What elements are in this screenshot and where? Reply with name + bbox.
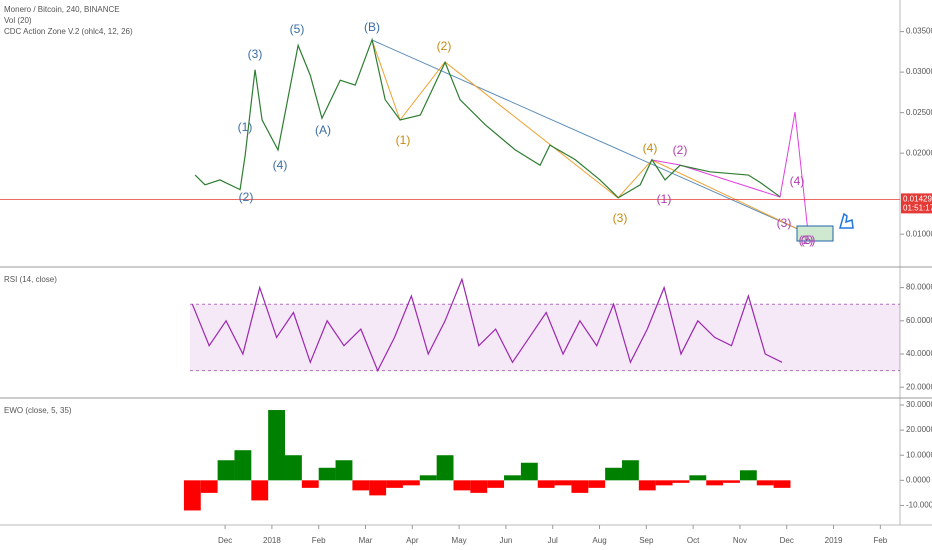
wave-label: (4) [790,174,805,188]
y-tick-label: 20.0000 [906,425,932,434]
y-tick-label: 80.0000 [906,283,932,292]
ewo-bar [638,480,656,491]
ewo-bar [723,480,740,483]
y-tick-label: 10.0000 [906,450,932,459]
wave-label: (4) [273,158,288,172]
y-tick-label: 60.0000 [906,316,932,325]
y-tick-label: 0.010000 [906,229,932,238]
ewo-bar [706,480,724,486]
ewo-bar [504,475,521,481]
ewo-bar [773,480,791,488]
ewo-bar [571,480,589,493]
ewo-bar [419,475,437,481]
x-tick-label: 2018 [263,536,281,545]
ewo-bar [672,480,690,483]
wave-label: (2) [799,233,814,247]
ewo-bar [453,480,471,491]
ewo-bar [200,480,218,493]
wave-label: (4) [643,141,658,155]
wave-label: (1) [238,120,253,134]
x-tick-label: 2019 [825,536,843,545]
ewo-bar [554,480,572,486]
wave-label: (A) [315,123,331,137]
ewo-bar [251,480,269,501]
y-tick-label: 0.035000 [906,27,932,36]
trend-line [371,39,801,231]
indicator-label: CDC Action Zone V.2 (ohlc4, 12, 26) [4,27,133,36]
ewo-bar [234,450,252,481]
ewo-bar [655,480,673,486]
ewo-bar [285,455,302,481]
ewo-bar [217,460,235,481]
ewo-bar [436,455,454,481]
wave-label: (B) [364,20,380,34]
x-tick-label: Dec [780,536,794,545]
ewo-bar [605,467,622,481]
y-tick-label: 20.0000 [906,382,932,391]
ewo-bar [588,480,606,488]
wave-label: (5) [290,22,305,36]
y-tick-label: 0.0000 [906,475,931,484]
ewo-bar [386,480,403,488]
x-tick-label: Sep [639,536,654,545]
countdown-label: 01:51:17 [903,204,932,213]
last-price-label: 0.014295 [903,195,932,204]
ewo-bar [621,460,639,481]
wave-label: (2) [437,39,452,53]
wave-label: (3) [613,211,628,225]
wave-label: (3) [248,47,263,61]
last-price-box [901,193,932,214]
indicator-label: RSI (14, close) [4,275,57,284]
hand-icon [839,212,854,229]
ewo-bar [689,475,707,481]
symbol-title: Monero / Bitcoin, 240, BINANCE [4,5,120,14]
ewo-bar [318,467,336,481]
ewo-bar [352,480,370,491]
ewo-bar [739,470,757,481]
x-tick-label: Jul [548,536,558,545]
ewo-bar [470,480,488,493]
x-tick-label: Nov [733,536,747,545]
price-line [194,37,781,199]
x-tick-label: Feb [873,536,887,545]
ewo-bar [487,480,505,488]
wave-label: (3) [777,216,792,230]
ewo-bar [335,460,353,481]
wave-label: (5) [801,233,816,247]
y-tick-label: 40.0000 [906,349,932,358]
y-tick-label: 0.025000 [906,108,932,117]
x-tick-label: Dec [218,536,232,545]
wave-label: (1) [396,133,411,147]
x-tick-label: Aug [592,536,606,545]
wave-label: (1) [657,192,672,206]
ewo-bar [756,480,774,486]
ewo-bar [537,480,555,488]
wave-label: (2) [239,190,254,204]
x-tick-label: Apr [406,536,419,545]
ewo-bar [402,480,420,486]
ewo-bar [183,480,201,511]
x-tick-label: Mar [359,536,373,545]
wave-label: (2) [673,143,688,157]
y-tick-label: 30.0000 [906,400,932,409]
y-tick-label: 0.030000 [906,67,932,76]
ewo-bar [301,480,319,488]
target-box [796,225,834,242]
price-line [191,277,783,373]
x-tick-label: Feb [312,536,326,545]
ewo-bar [520,462,538,481]
ewo-bar [268,410,286,481]
indicator-label: EWO (close, 5, 35) [4,406,72,415]
y-tick-label: 0.020000 [906,148,932,157]
x-tick-label: Jun [499,536,512,545]
y-tick-label: -10.0000 [906,501,932,510]
wave-lines [371,39,801,231]
x-tick-label: May [452,536,467,545]
ewo-bar [369,480,387,496]
indicator-label: Vol (20) [4,16,32,25]
x-tick-label: Oct [687,536,700,545]
